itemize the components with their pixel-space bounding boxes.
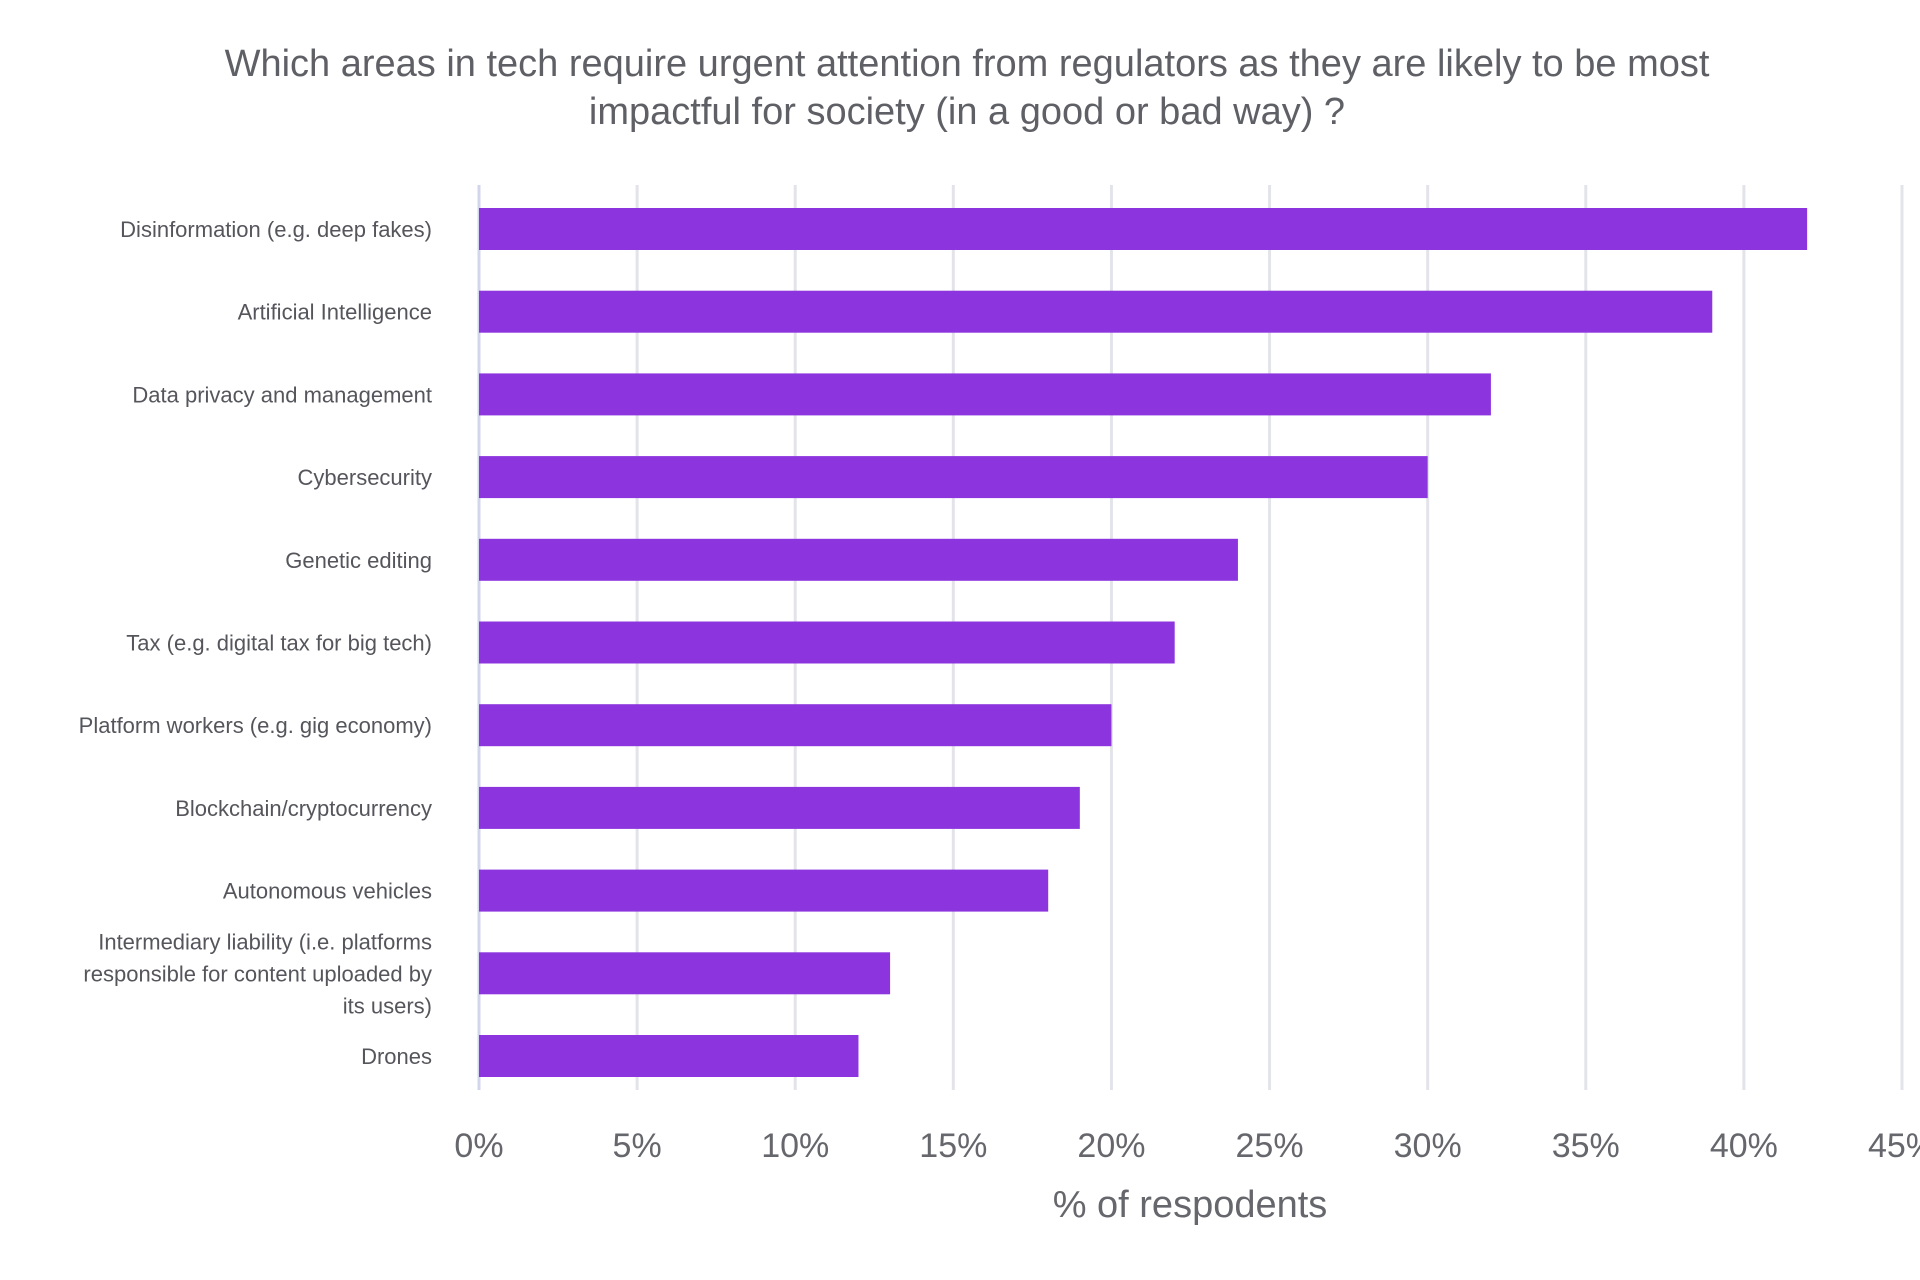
category-label-line: Blockchain/cryptocurrency [175, 796, 432, 821]
category-label-line: Artificial Intelligence [238, 300, 432, 325]
category-label-line: Cybersecurity [298, 465, 432, 490]
x-tick-label: 0% [454, 1127, 503, 1165]
bar [479, 704, 1112, 747]
category-label-line: Intermediary liability (i.e. platforms [98, 929, 432, 954]
x-tick-label: 45% [1868, 1127, 1920, 1165]
x-tick-label: 40% [1710, 1127, 1778, 1165]
category-label: Autonomous vehicles [223, 879, 432, 904]
chart-title-line: Which areas in tech require urgent atten… [225, 43, 1710, 85]
bar [479, 1035, 859, 1077]
category-label: Genetic editing [285, 548, 432, 573]
x-tick-label: 15% [919, 1127, 987, 1165]
chart-title: Which areas in tech require urgent atten… [225, 43, 1710, 133]
x-tick-labels: 0% 5% 10% 15% 20% 25% 30% 35% 40% 45% [454, 1127, 1920, 1165]
category-label: Intermediary liability (i.e. platforms re… [83, 929, 432, 1018]
category-label-line: Tax (e.g. digital tax for big tech) [126, 631, 432, 656]
category-labels: Disinformation (e.g. deep fakes) Artifici… [79, 217, 432, 1069]
bar [479, 538, 1238, 581]
category-label-line: Data privacy and management [132, 382, 432, 407]
bar [479, 621, 1175, 664]
x-tick-label: 5% [613, 1127, 662, 1165]
category-label: Artificial Intelligence [238, 300, 432, 325]
category-label: Cybersecurity [298, 465, 432, 490]
category-label-line: Disinformation (e.g. deep fakes) [120, 217, 432, 242]
bar [479, 869, 1049, 912]
category-label: Platform workers (e.g. gig economy) [79, 713, 432, 738]
category-label-line: Autonomous vehicles [223, 879, 432, 904]
bar [479, 952, 891, 995]
category-label-line: Drones [361, 1044, 432, 1069]
x-axis-title: % of respodents [1053, 1184, 1328, 1226]
category-label-line: Platform workers (e.g. gig economy) [79, 713, 432, 738]
category-label-line: Genetic editing [285, 548, 432, 573]
bar [479, 208, 1808, 250]
x-tick-label: 20% [1077, 1127, 1145, 1165]
bar [479, 290, 1713, 333]
category-label: Data privacy and management [132, 382, 432, 407]
bars [479, 208, 1808, 1077]
x-tick-label: 10% [761, 1127, 829, 1165]
category-label-line: its users) [343, 993, 432, 1018]
chart-title-line: impactful for society (in a good or bad … [589, 91, 1345, 133]
x-tick-label: 25% [1236, 1127, 1304, 1165]
x-tick-label: 30% [1394, 1127, 1462, 1165]
x-tick-label: 35% [1552, 1127, 1620, 1165]
category-label-line: responsible for content uploaded by [83, 961, 432, 986]
category-label: Drones [361, 1044, 432, 1069]
bar [479, 786, 1080, 829]
category-label: Tax (e.g. digital tax for big tech) [126, 631, 432, 656]
category-label: Blockchain/cryptocurrency [175, 796, 432, 821]
bar [479, 373, 1491, 416]
bar [479, 456, 1428, 499]
category-label: Disinformation (e.g. deep fakes) [120, 217, 432, 242]
